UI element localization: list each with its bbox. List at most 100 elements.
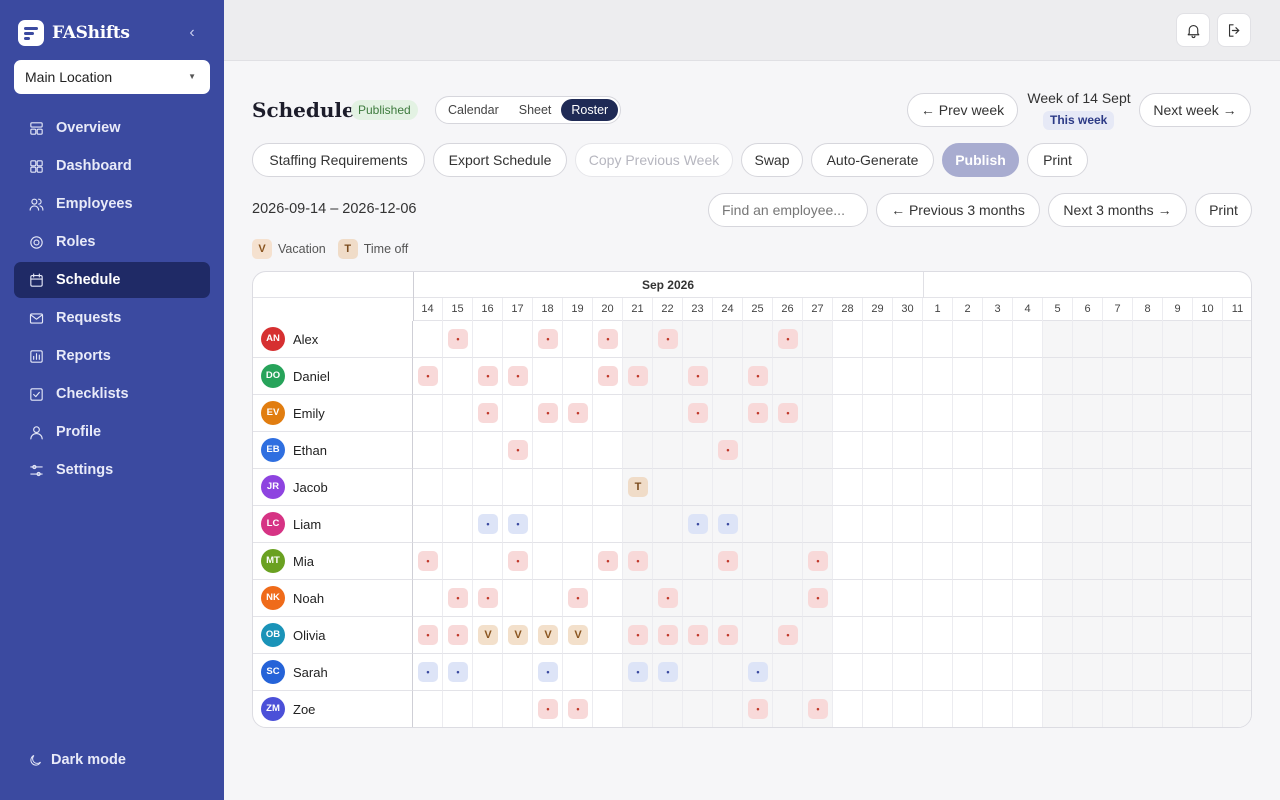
shift-chip[interactable]: • xyxy=(658,662,678,682)
roster-cell[interactable]: • xyxy=(803,580,833,617)
roster-cell[interactable] xyxy=(1193,691,1223,727)
roster-cell[interactable]: T xyxy=(623,469,653,506)
roster-cell[interactable] xyxy=(1013,321,1043,358)
roster-cell[interactable]: • xyxy=(473,506,503,543)
roster-cell[interactable]: • xyxy=(443,580,473,617)
roster-cell[interactable] xyxy=(1103,395,1133,432)
roster-cell[interactable] xyxy=(593,580,623,617)
roster-cell[interactable] xyxy=(593,469,623,506)
roster-cell[interactable]: • xyxy=(743,358,773,395)
time-off-chip[interactable]: T xyxy=(628,477,648,497)
roster-cell[interactable] xyxy=(1043,691,1073,727)
roster-cell[interactable] xyxy=(893,543,923,580)
employee-row-ethan[interactable]: EB Ethan xyxy=(253,432,413,469)
roster-cell[interactable] xyxy=(1193,617,1223,654)
roster-cell[interactable] xyxy=(503,580,533,617)
roster-cell[interactable]: • xyxy=(473,395,503,432)
roster-cell[interactable] xyxy=(953,506,983,543)
roster-cell[interactable] xyxy=(1163,358,1193,395)
roster-cell[interactable] xyxy=(983,580,1013,617)
roster-cell[interactable] xyxy=(1223,469,1251,506)
roster-cell[interactable] xyxy=(983,321,1013,358)
roster-cell[interactable]: • xyxy=(683,358,713,395)
notifications-button[interactable] xyxy=(1176,13,1210,47)
roster-cell[interactable] xyxy=(593,506,623,543)
shift-chip[interactable]: • xyxy=(478,514,498,534)
roster-cell[interactable] xyxy=(413,432,443,469)
roster-cell[interactable] xyxy=(503,654,533,691)
roster-cell[interactable] xyxy=(503,469,533,506)
roster-cell[interactable] xyxy=(953,469,983,506)
print-toolbar-button[interactable]: Print xyxy=(1027,143,1088,177)
roster-cell[interactable] xyxy=(923,358,953,395)
roster-cell[interactable] xyxy=(923,506,953,543)
roster-cell[interactable] xyxy=(773,506,803,543)
roster-cell[interactable] xyxy=(1073,358,1103,395)
roster-cell[interactable] xyxy=(1163,580,1193,617)
roster-cell[interactable] xyxy=(1163,543,1193,580)
shift-chip[interactable]: • xyxy=(508,551,528,571)
roster-cell[interactable] xyxy=(1103,321,1133,358)
roster-cell[interactable] xyxy=(1043,543,1073,580)
roster-cell[interactable] xyxy=(773,654,803,691)
roster-cell[interactable] xyxy=(833,506,863,543)
location-select[interactable]: Main Location ▼ xyxy=(14,60,210,94)
roster-cell[interactable] xyxy=(1223,654,1251,691)
shift-chip[interactable]: • xyxy=(718,551,738,571)
roster-cell[interactable] xyxy=(443,506,473,543)
next-week-button[interactable]: Next week → xyxy=(1139,93,1251,127)
shift-chip[interactable]: • xyxy=(418,366,438,386)
roster-cell[interactable] xyxy=(863,506,893,543)
roster-cell[interactable] xyxy=(1133,580,1163,617)
shift-chip[interactable]: • xyxy=(508,514,528,534)
roster-cell[interactable] xyxy=(983,395,1013,432)
roster-cell[interactable]: • xyxy=(413,543,443,580)
roster-cell[interactable] xyxy=(413,506,443,543)
roster-cell[interactable] xyxy=(983,543,1013,580)
roster-cell[interactable] xyxy=(653,395,683,432)
shift-chip[interactable]: • xyxy=(688,403,708,423)
roster-cell[interactable] xyxy=(1103,358,1133,395)
shift-chip[interactable]: • xyxy=(418,625,438,645)
roster-cell[interactable]: • xyxy=(623,617,653,654)
roster-cell[interactable] xyxy=(1193,469,1223,506)
roster-cell[interactable] xyxy=(983,654,1013,691)
shift-chip[interactable]: • xyxy=(598,551,618,571)
shift-chip[interactable]: • xyxy=(748,403,768,423)
roster-cell[interactable] xyxy=(893,358,923,395)
roster-cell[interactable] xyxy=(1133,469,1163,506)
roster-cell[interactable]: • xyxy=(533,321,563,358)
employee-row-zoe[interactable]: ZM Zoe xyxy=(253,691,413,727)
roster-cell[interactable] xyxy=(863,358,893,395)
shift-chip[interactable]: • xyxy=(448,662,468,682)
staffing-requirements-button[interactable]: Staffing Requirements xyxy=(252,143,425,177)
roster-cell[interactable] xyxy=(683,654,713,691)
roster-cell[interactable] xyxy=(533,543,563,580)
employee-row-liam[interactable]: LC Liam xyxy=(253,506,413,543)
roster-cell[interactable]: • xyxy=(803,691,833,727)
roster-cell[interactable] xyxy=(773,691,803,727)
roster-cell[interactable]: • xyxy=(563,580,593,617)
roster-cell[interactable] xyxy=(443,395,473,432)
roster-cell[interactable] xyxy=(1013,580,1043,617)
roster-cell[interactable] xyxy=(1043,358,1073,395)
roster-cell[interactable]: • xyxy=(473,358,503,395)
roster-cell[interactable] xyxy=(683,691,713,727)
roster-cell[interactable] xyxy=(1103,580,1133,617)
sidebar-item-schedule[interactable]: Schedule xyxy=(14,262,210,298)
roster-cell[interactable] xyxy=(473,543,503,580)
roster-cell[interactable] xyxy=(923,617,953,654)
roster-cell[interactable] xyxy=(863,469,893,506)
roster-cell[interactable] xyxy=(1073,321,1103,358)
roster-cell[interactable] xyxy=(773,358,803,395)
roster-cell[interactable]: • xyxy=(593,358,623,395)
roster-cell[interactable]: • xyxy=(533,395,563,432)
roster-cell[interactable] xyxy=(833,617,863,654)
roster-cell[interactable] xyxy=(803,654,833,691)
employee-row-noah[interactable]: NK Noah xyxy=(253,580,413,617)
roster-cell[interactable] xyxy=(1193,543,1223,580)
print-range-button[interactable]: Print xyxy=(1195,193,1252,227)
roster-cell[interactable] xyxy=(653,691,683,727)
roster-cell[interactable] xyxy=(1073,506,1103,543)
roster-cell[interactable] xyxy=(443,469,473,506)
